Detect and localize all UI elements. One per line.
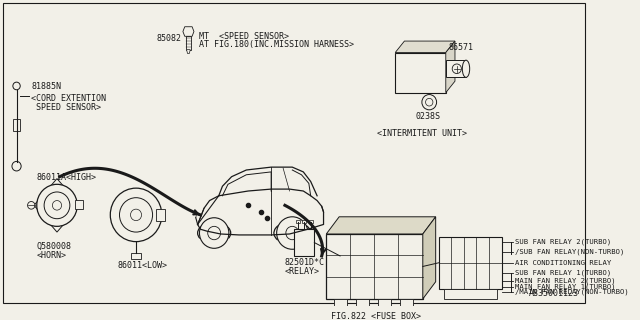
Polygon shape [34, 179, 80, 232]
Circle shape [200, 218, 229, 248]
Bar [186, 36, 191, 50]
Text: <INTERMITENT UNIT>: <INTERMITENT UNIT> [377, 129, 467, 138]
Polygon shape [187, 50, 190, 53]
Circle shape [28, 202, 35, 209]
Bar [326, 234, 423, 299]
Circle shape [52, 201, 61, 210]
Text: SPEED SENSOR>: SPEED SENSOR> [31, 103, 101, 112]
Text: Q580008: Q580008 [36, 242, 72, 251]
Text: /MAIN FAN RELAY(NON-TURBO): /MAIN FAN RELAY(NON-TURBO) [515, 289, 628, 295]
Polygon shape [396, 41, 455, 52]
Bar [309, 220, 312, 223]
Text: <CORD EXTENTION: <CORD EXTENTION [31, 93, 106, 103]
Circle shape [426, 98, 433, 106]
Text: <RELAY>: <RELAY> [285, 268, 320, 276]
Text: A835001123: A835001123 [529, 289, 579, 298]
Bar [444, 289, 497, 299]
Circle shape [131, 209, 141, 220]
Polygon shape [423, 217, 436, 299]
Text: SUB FAN RELAY 2(TURBO): SUB FAN RELAY 2(TURBO) [515, 238, 611, 245]
Bar [333, 299, 346, 308]
Text: 86011<LOW>: 86011<LOW> [118, 261, 168, 270]
Text: <HORN>: <HORN> [36, 251, 67, 260]
Text: MAIN FAN RELAY 2(TURBO): MAIN FAN RELAY 2(TURBO) [515, 277, 615, 284]
Bar [156, 209, 166, 220]
Circle shape [44, 192, 70, 219]
Text: 85082: 85082 [156, 34, 181, 44]
Polygon shape [446, 41, 455, 92]
Polygon shape [326, 217, 436, 234]
Circle shape [12, 161, 21, 171]
Circle shape [36, 184, 77, 226]
Circle shape [110, 188, 162, 242]
Circle shape [452, 64, 461, 74]
Circle shape [422, 94, 436, 110]
Bar [378, 299, 390, 308]
Bar [356, 299, 369, 308]
Bar [396, 52, 446, 92]
Text: /SUB FAN RELAY(NON-TURBO): /SUB FAN RELAY(NON-TURBO) [515, 249, 624, 255]
Circle shape [286, 226, 299, 240]
Bar [294, 229, 314, 256]
Bar [76, 200, 83, 209]
Bar [13, 119, 20, 131]
Bar [446, 60, 466, 77]
Text: 82501D*C: 82501D*C [285, 258, 325, 267]
Bar [131, 253, 141, 259]
Text: MT  <SPEED SENSOR>: MT <SPEED SENSOR> [200, 31, 289, 41]
Bar [296, 220, 300, 223]
Polygon shape [183, 27, 194, 36]
Bar [302, 220, 306, 223]
Text: 86011A<HIGH>: 86011A<HIGH> [36, 173, 97, 182]
Circle shape [13, 82, 20, 90]
Text: MAIN FAN RELAY 1(TURBO): MAIN FAN RELAY 1(TURBO) [515, 283, 615, 290]
Text: 86571: 86571 [449, 43, 474, 52]
Text: 0238S: 0238S [415, 112, 440, 121]
Circle shape [120, 198, 152, 232]
Text: 81885N: 81885N [31, 82, 61, 91]
Circle shape [208, 226, 221, 240]
Circle shape [276, 217, 308, 249]
Text: FIG.822 <FUSE BOX>: FIG.822 <FUSE BOX> [331, 312, 421, 320]
Bar [439, 237, 502, 289]
Text: SUB FAN RELAY 1(TURBO): SUB FAN RELAY 1(TURBO) [515, 270, 611, 276]
Ellipse shape [462, 60, 470, 77]
Text: AIR CONDITIONING RELAY: AIR CONDITIONING RELAY [515, 260, 611, 266]
Bar [400, 299, 413, 308]
Text: AT FIG.180(INC.MISSION HARNESS>: AT FIG.180(INC.MISSION HARNESS> [200, 40, 355, 49]
